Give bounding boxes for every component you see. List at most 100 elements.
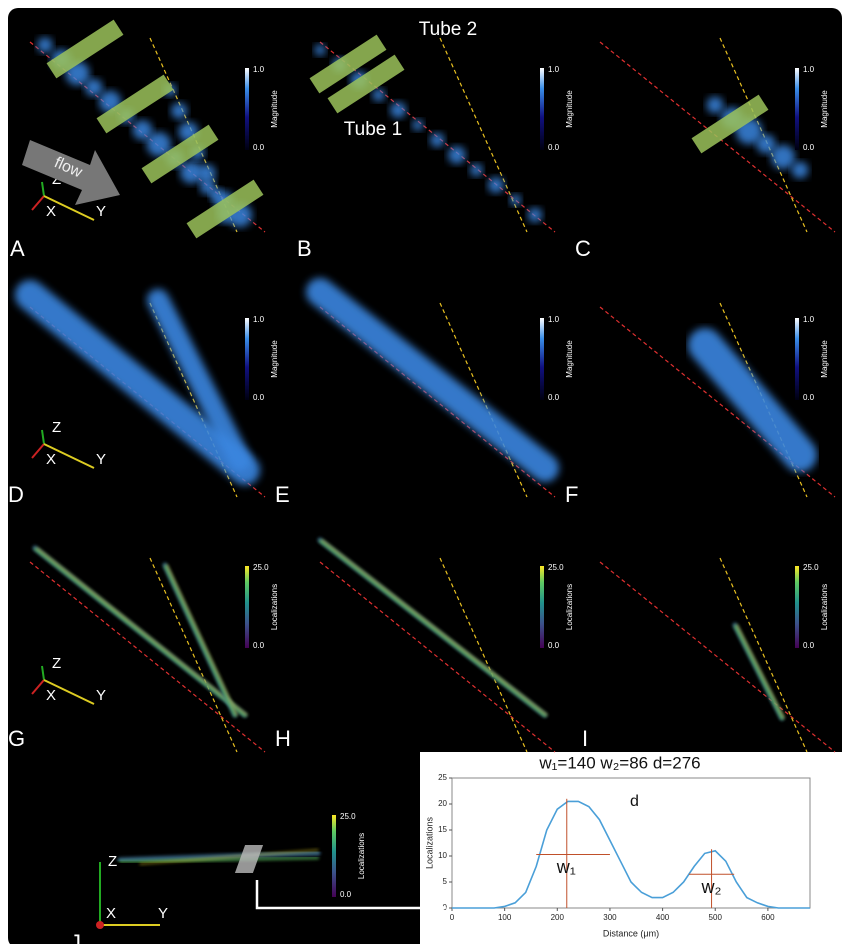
panel-label: E [275,482,290,507]
colorbar-min: 0.0 [548,393,560,402]
y-tick-label: 0 [443,903,448,912]
tube-blob [488,177,504,193]
axis-x [96,921,104,929]
axis-z-label: Z [52,419,61,436]
x-tick-label: 200 [551,913,565,922]
colorbar-max: 1.0 [803,315,815,324]
y-tick-label: 20 [438,799,447,808]
figure: ZXYZXYZXYZXY1.00.0Magnitude1.00.0Magnitu… [0,0,850,944]
panel-label: C [575,236,591,261]
panel-label: I [582,726,588,751]
colorbar-label: Magnitude [565,90,574,128]
colorbar-min: 0.0 [548,641,560,650]
colorbar-label: Localizations [820,584,829,630]
colorbar [332,815,336,897]
width-label: w₁ [556,857,576,877]
colorbar [245,318,249,400]
y-tick-label: 5 [443,877,448,886]
colorbar [540,566,544,648]
colorbar-max: 1.0 [548,315,560,324]
axis-x-label: X [106,905,116,922]
axis-y-label: Y [158,905,168,922]
colorbar-min: 0.0 [548,143,560,152]
colorbar-max: 25.0 [253,563,269,572]
x-tick-label: 600 [761,913,775,922]
tube-blob [37,37,52,52]
colorbar [795,318,799,400]
colorbar-min: 0.0 [253,641,265,650]
colorbar-label: Localizations [270,584,279,630]
panel-label: J [70,930,81,944]
tube-blob [372,89,385,102]
colorbar-max: 25.0 [340,812,356,821]
chart-title: w₁=140 w₂=86 d=276 [538,753,700,772]
tube-blob [707,97,724,114]
colorbar [245,566,249,648]
colorbar-label: Magnitude [820,340,829,378]
tube-blob [430,133,444,147]
colorbar-max: 1.0 [803,65,815,74]
tube-blob [448,146,466,164]
axis-y-label: Y [96,203,106,220]
colorbar [540,68,544,150]
panel-label: D [8,482,24,507]
tube-blob [85,79,103,97]
width-label: w₂ [701,877,722,897]
colorbar-min: 0.0 [253,393,265,402]
x-axis-label: Distance (μm) [603,928,659,938]
colorbar-min: 0.0 [803,641,815,650]
tube-blob [314,44,325,55]
colorbar-label: Localizations [565,584,574,630]
colorbar [245,68,249,150]
x-tick-label: 300 [603,913,617,922]
tube-blob [528,208,542,222]
panel-label: F [565,482,578,507]
colorbar-min: 0.0 [803,143,815,152]
tube-blob [412,119,423,130]
tube-blob [756,134,775,153]
axis-y-label: Y [96,451,106,468]
colorbar-max: 25.0 [548,563,564,572]
colorbar-max: 1.0 [253,65,265,74]
tube-blob [390,102,406,118]
y-axis-label: Localizations [424,816,434,869]
tube-blob [792,162,809,179]
axis-z-label: Z [52,655,61,672]
colorbar [795,68,799,150]
axis-y-label: Y [96,687,106,704]
colorbar-label: Localizations [357,833,366,879]
tube1-label: Tube 1 [344,119,402,140]
colorbar-min: 0.0 [253,143,265,152]
axis-x-label: X [46,451,56,468]
x-tick-label: 500 [709,913,723,922]
panel-label: B [297,236,312,261]
colorbar-max: 25.0 [803,563,819,572]
colorbar-min: 0.0 [340,890,352,899]
chart-background [420,752,842,944]
axis-x-label: X [46,203,56,220]
tube-blob [771,145,795,169]
tube-blob [210,188,223,201]
colorbar-max: 1.0 [253,315,265,324]
distance-label: d [630,793,639,810]
tube-blob [470,164,483,177]
colorbar-label: Magnitude [270,340,279,378]
colorbar-max: 1.0 [548,65,560,74]
colorbar-label: Magnitude [270,90,279,128]
colorbar-min: 0.0 [803,393,815,402]
y-tick-label: 10 [438,851,447,860]
axis-x-label: X [46,687,56,704]
x-tick-label: 100 [498,913,512,922]
x-tick-label: 0 [450,913,455,922]
colorbar-label: Magnitude [565,340,574,378]
tube2-label: Tube 2 [419,19,477,40]
colorbar [540,318,544,400]
panel-label: G [8,726,25,751]
axis-z-label: Z [108,853,117,870]
panel-label: H [275,726,291,751]
colorbar [795,566,799,648]
tube-blob [171,103,187,119]
panel-label: A [10,236,25,261]
y-tick-label: 25 [438,773,447,782]
x-tick-label: 400 [656,913,670,922]
